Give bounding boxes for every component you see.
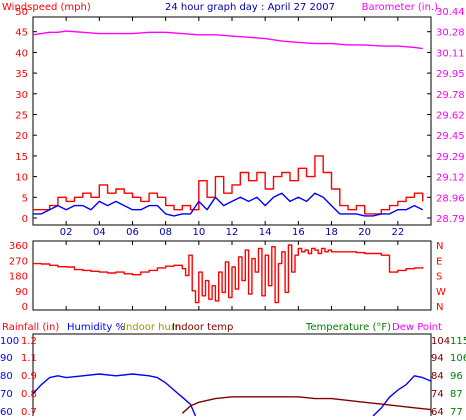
indoor-temp-line bbox=[181, 396, 432, 414]
rainfall-tick-label: 0.8 bbox=[21, 389, 37, 400]
hour-tick-label: 18 bbox=[325, 227, 338, 238]
windspeed-tick-label: 40 bbox=[15, 48, 28, 59]
hour-tick-label: 02 bbox=[60, 227, 73, 238]
hour-tick-label: 16 bbox=[292, 227, 305, 238]
direction-degree-tick-label: 180 bbox=[9, 272, 28, 283]
indoor-humidity-axis-label: Indoor hum bbox=[123, 322, 181, 333]
direction-degree-tick-label: 360 bbox=[9, 241, 28, 252]
direction-compass-tick-label: E bbox=[436, 256, 442, 267]
rainfall-axis-label: Rainfall (in) bbox=[2, 322, 59, 333]
wind-gust-line bbox=[33, 155, 424, 215]
barometer-tick-label: 29.29 bbox=[436, 152, 465, 163]
barometer-tick-labels: 30.44 30.28 30.11 29.95 29.78 29.62 29.45 29.29… bbox=[427, 7, 465, 225]
rainfall-tick-label: 0.7 bbox=[21, 407, 37, 416]
humidity-tick-label: 100 bbox=[0, 336, 19, 347]
windspeed-tick-label: 45 bbox=[15, 28, 28, 39]
hour-tick-label: 10 bbox=[192, 227, 205, 238]
direction-compass-tick-label: N bbox=[436, 302, 443, 313]
temperature-tick-label: 87 bbox=[450, 389, 463, 400]
barometer-tick-label: 29.45 bbox=[436, 131, 465, 142]
temperature-tick-label: 106 bbox=[450, 353, 466, 364]
windspeed-tick-label: 0 bbox=[22, 214, 28, 225]
barometer-tick-label: 29.12 bbox=[436, 173, 465, 184]
temp-humidity-plot-area bbox=[32, 333, 432, 420]
hour-tick-label: 04 bbox=[93, 227, 106, 238]
direction-compass-tick-label: S bbox=[436, 272, 442, 283]
humidity-line-early bbox=[32, 373, 197, 417]
barometer-tick-label: 30.11 bbox=[436, 48, 465, 59]
windspeed-tick-label: 20 bbox=[15, 131, 28, 142]
humidity-tick-label: 70 bbox=[0, 389, 13, 400]
hour-tick-label: 12 bbox=[226, 227, 239, 238]
humidity-axis-label: Humidity % bbox=[67, 322, 125, 333]
dew-point-tick-label: 104 bbox=[431, 336, 450, 347]
humidity-tick-label: 80 bbox=[0, 371, 13, 382]
humidity-tick-label: 60 bbox=[0, 407, 13, 416]
temperature-tick-label: 115 bbox=[450, 336, 466, 347]
hour-tick-label: 14 bbox=[259, 227, 272, 238]
wind-average-line bbox=[33, 192, 424, 217]
hour-tick-label: 20 bbox=[358, 227, 371, 238]
rainfall-tick-label: 0.9 bbox=[21, 371, 37, 382]
windspeed-tick-label: 5 bbox=[22, 193, 28, 204]
dew-point-tick-label: 74 bbox=[431, 389, 444, 400]
wind-direction-line bbox=[33, 244, 424, 304]
direction-degree-tick-labels: 360 270 180 90 0 bbox=[9, 241, 399, 313]
barometer-tick-label: 29.62 bbox=[436, 111, 465, 122]
temperature-axis-label: Temperature (°F) bbox=[305, 322, 391, 333]
windspeed-tick-label: 50 bbox=[15, 7, 28, 18]
windspeed-tick-label: 25 bbox=[15, 111, 28, 122]
hour-tick-label: 22 bbox=[391, 227, 404, 238]
temperature-tick-label: 77 bbox=[450, 407, 463, 416]
temp-humidity-tick-labels: 1.2 1.1 0.9 0.8 0.7 100 90 80 70 60 115 106 96 87 77 10… bbox=[0, 336, 466, 418]
direction-compass-tick-label: N bbox=[436, 241, 443, 252]
direction-degree-tick-label: 0 bbox=[22, 302, 28, 313]
hour-tick-labels: 02 04 06 08 10 12 14 16 18 20 22 bbox=[60, 17, 404, 238]
direction-compass-tick-label: W bbox=[436, 287, 446, 298]
barometer-tick-label: 29.78 bbox=[436, 90, 465, 101]
barometer-line bbox=[32, 30, 423, 50]
dew-point-axis-label: Dew Point bbox=[392, 322, 442, 333]
windspeed-axis-label: Windspeed (mph) bbox=[2, 2, 91, 13]
barometer-tick-label: 28.79 bbox=[436, 214, 465, 225]
windspeed-tick-label: 10 bbox=[15, 173, 28, 184]
barometer-tick-label: 29.95 bbox=[436, 69, 465, 80]
barometer-tick-label: 28.96 bbox=[436, 193, 465, 204]
windspeed-tick-label: 30 bbox=[15, 90, 28, 101]
barometer-axis-label: Barometer (in.) bbox=[362, 2, 438, 13]
direction-degree-tick-label: 90 bbox=[15, 287, 28, 298]
rainfall-tick-label: 1.1 bbox=[21, 353, 37, 364]
wind-direction-series bbox=[33, 244, 424, 304]
temp-humidity-series bbox=[32, 373, 432, 417]
dew-point-tick-label: 84 bbox=[431, 371, 444, 382]
hour-tick-label: 08 bbox=[159, 227, 172, 238]
indoor-temp-axis-label: Indoor temp bbox=[172, 322, 233, 333]
direction-degree-tick-label: 270 bbox=[9, 256, 28, 267]
windspeed-tick-label: 35 bbox=[15, 69, 28, 80]
chart-title: 24 hour graph day : April 27 2007 bbox=[165, 2, 335, 13]
dew-point-tick-label: 94 bbox=[431, 353, 444, 364]
hour-tick-label: 06 bbox=[126, 227, 139, 238]
rainfall-tick-label: 1.2 bbox=[21, 336, 37, 347]
temperature-tick-label: 96 bbox=[450, 371, 463, 382]
barometer-tick-label: 30.44 bbox=[436, 7, 465, 18]
humidity-line-late bbox=[372, 375, 432, 417]
windspeed-tick-label: 15 bbox=[15, 152, 28, 163]
dew-point-tick-label: 64 bbox=[431, 407, 444, 416]
wind-baro-series bbox=[32, 30, 424, 217]
barometer-tick-label: 30.28 bbox=[436, 28, 465, 39]
humidity-tick-label: 90 bbox=[0, 353, 13, 364]
